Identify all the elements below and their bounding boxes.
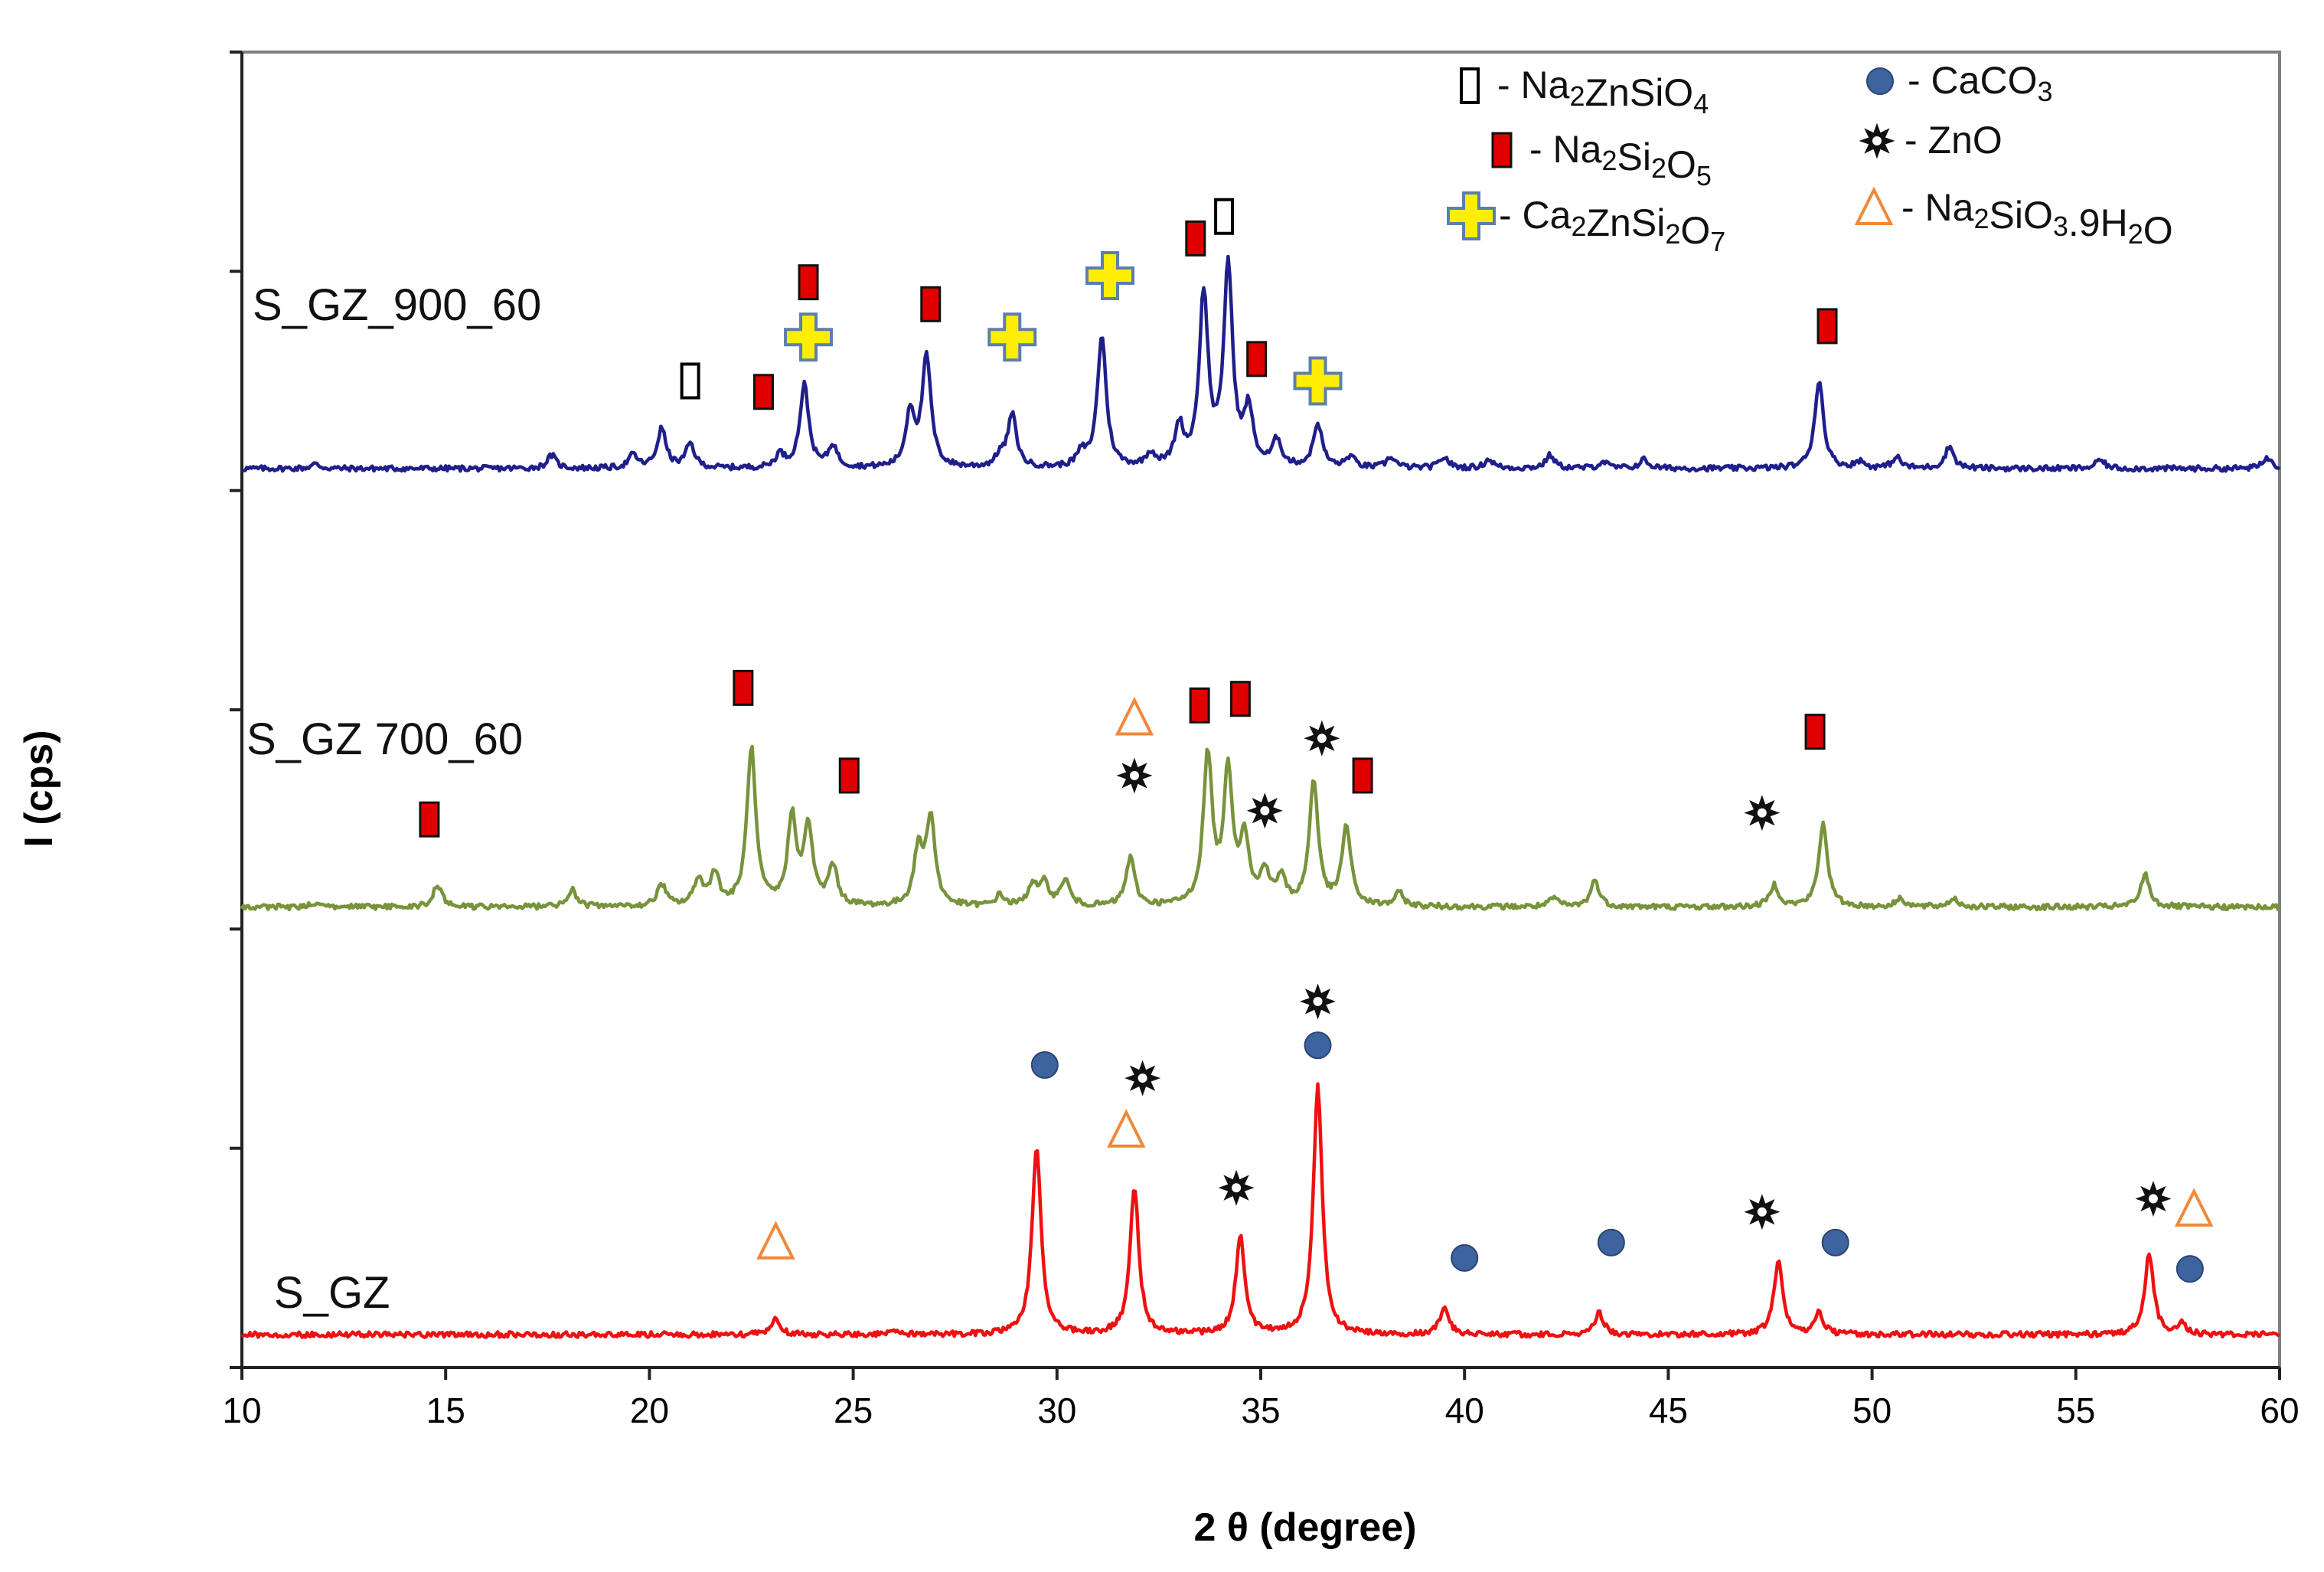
peak-marker-cross: [987, 312, 1037, 362]
legend-label: - Na2ZnSiO4: [1497, 64, 1709, 119]
series-layer: [240, 254, 2281, 1339]
peak-marker-circle: [2175, 1255, 2204, 1283]
legend-marker-circle: [1866, 67, 1894, 95]
peak-marker-red-rect: [1246, 341, 1268, 377]
legend-marker-red-rect: [1491, 132, 1513, 168]
peak-marker-circle: [1597, 1228, 1625, 1257]
peak-marker-red-rect: [1804, 714, 1826, 750]
x-tick-label: 15: [426, 1391, 465, 1430]
peak-marker-red-rect: [798, 264, 819, 301]
x-tick-label: 10: [222, 1391, 261, 1430]
peak-marker-cross: [1293, 356, 1343, 406]
peak-marker-red-rect: [752, 374, 774, 410]
peak-marker-circle: [1821, 1228, 1849, 1257]
legend-label: - Na2SiO3.9H2O: [1901, 186, 2173, 252]
peak-marker-triangle: [2174, 1188, 2214, 1227]
legend-marker-triangle: [1854, 186, 1894, 225]
peak-marker-red-rect: [1229, 681, 1251, 717]
peak-marker-star: [1744, 1194, 1781, 1230]
legend-label: - ZnO: [1905, 119, 2002, 162]
peak-marker-star: [1218, 1169, 1255, 1206]
peak-marker-star: [1124, 1060, 1161, 1096]
series-line-1: [241, 254, 2281, 473]
legend: - Na2ZnSiO4 - Na2Si2O5 - Ca2ZnSi2O7 - Ca…: [1447, 59, 2173, 257]
annotation-markers: [419, 198, 2214, 1283]
legend-label: - Na2Si2O5: [1529, 128, 1712, 191]
peak-marker-star: [2135, 1181, 2172, 1217]
peak-marker-triangle: [756, 1221, 795, 1260]
legend-marker-star: [1859, 123, 1895, 159]
peak-marker-red-rect: [1185, 220, 1206, 257]
legend-item: - ZnO: [1859, 119, 2002, 162]
peak-marker-open-rect: [1214, 198, 1235, 235]
peak-marker-red-rect: [1816, 308, 1838, 345]
peak-marker-circle: [1030, 1051, 1059, 1079]
legend-marker-cross: [1447, 191, 1496, 240]
y-axis-label: I (cps): [17, 730, 61, 847]
x-tick-label: 50: [1852, 1391, 1892, 1430]
x-tick-label: 20: [630, 1391, 669, 1430]
x-tick-label: 30: [1037, 1391, 1076, 1430]
series-line-3: [240, 1082, 2280, 1339]
series-line-2: [240, 744, 2280, 912]
x-tick-label: 55: [2056, 1391, 2095, 1430]
legend-item: - Ca2ZnSi2O7: [1447, 191, 1725, 257]
legend-item: - Na2ZnSiO4: [1460, 64, 1709, 119]
peak-marker-star: [1744, 795, 1781, 832]
x-axis-label: 2 θ (degree): [1193, 1505, 1416, 1550]
legend-item: - Na2SiO3.9H2O: [1854, 186, 2173, 252]
series-label: S_GZ: [274, 1268, 390, 1318]
peak-marker-cross: [1085, 251, 1135, 301]
legend-label: - CaCO3: [1908, 59, 2053, 107]
peak-marker-circle: [1304, 1031, 1332, 1060]
peak-marker-cross: [784, 312, 834, 362]
legend-item: - CaCO3: [1866, 59, 2053, 107]
series-labels: S_GZ_900_60 S_GZ 700_60 S_GZ: [246, 280, 541, 1318]
peak-marker-star: [1116, 757, 1153, 794]
peak-marker-red-rect: [838, 757, 860, 794]
x-axis-ticks: 10 15 20 25 30 35 40 45 50 55 60: [222, 1368, 2300, 1430]
legend-marker-open-rect: [1460, 67, 1480, 104]
legend-label: - Ca2ZnSi2O7: [1499, 194, 1725, 257]
x-tick-label: 45: [1649, 1391, 1688, 1430]
x-tick-label: 40: [1445, 1391, 1484, 1430]
peak-marker-red-rect: [1352, 757, 1373, 794]
peak-marker-open-rect: [680, 362, 700, 400]
series-label: S_GZ 700_60: [246, 714, 523, 764]
peak-marker-circle: [1451, 1244, 1479, 1272]
x-tick-label: 25: [834, 1391, 873, 1430]
peak-marker-triangle: [1115, 696, 1154, 736]
peak-marker-red-rect: [920, 286, 942, 322]
x-tick-label: 60: [2260, 1391, 2299, 1430]
x-tick-label: 35: [1241, 1391, 1280, 1430]
peak-marker-red-rect: [419, 801, 440, 838]
peak-marker-star: [1300, 983, 1337, 1020]
peak-marker-star: [1304, 720, 1340, 757]
peak-marker-triangle: [1107, 1109, 1146, 1148]
peak-marker-red-rect: [1189, 687, 1210, 724]
series-label: S_GZ_900_60: [253, 280, 541, 330]
peak-marker-red-rect: [733, 669, 754, 706]
y-axis-ticks: [230, 51, 242, 1369]
legend-item: - Na2Si2O5: [1491, 128, 1712, 191]
peak-marker-star: [1246, 793, 1283, 829]
